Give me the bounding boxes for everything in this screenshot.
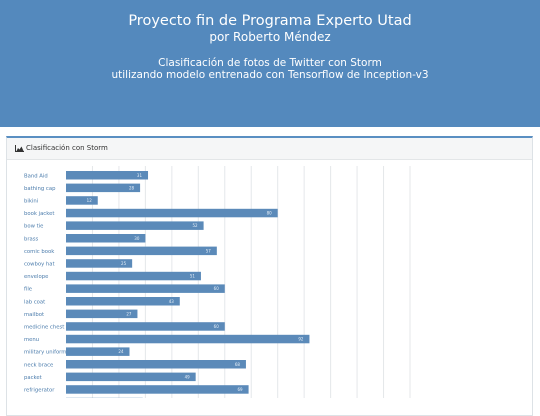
category-label: military uniform: [24, 350, 66, 356]
bar[interactable]: [66, 221, 204, 230]
page-description-line-2: utilizando modelo entrenado con Tensorfl…: [0, 69, 540, 82]
bar-value-label: 80: [267, 211, 273, 216]
category-label: envelope: [24, 274, 48, 280]
bar[interactable]: [66, 335, 309, 344]
bar-value-label: 24: [118, 349, 124, 354]
category-label: refrigerator: [24, 387, 55, 393]
bar-value-label: 60: [214, 286, 220, 291]
bar[interactable]: [66, 196, 98, 205]
bar-value-label: 69: [237, 387, 243, 392]
bar[interactable]: [66, 322, 225, 331]
bar[interactable]: [66, 360, 246, 369]
bar[interactable]: [66, 171, 148, 180]
category-label: menu: [24, 337, 39, 343]
bar-value-label: 28: [129, 185, 135, 190]
bar-value-label: 12: [87, 198, 93, 203]
category-label: lab coat: [24, 299, 45, 305]
page-title: Proyecto fin de Programa Experto Utad: [0, 12, 540, 30]
bar-value-label: 52: [193, 223, 199, 228]
category-label: medicine chest: [24, 324, 64, 330]
category-label: brass: [24, 236, 39, 242]
page-header: Proyecto fin de Programa Experto Utad po…: [0, 0, 540, 127]
bar[interactable]: [66, 385, 249, 394]
category-label: Band Aid: [24, 173, 48, 179]
category-label: book jacket: [24, 211, 54, 217]
bar[interactable]: [66, 272, 201, 281]
category-label: bathing cap: [24, 186, 56, 192]
page-author: por Roberto Méndez: [0, 30, 540, 45]
category-label: bikini: [24, 198, 38, 204]
bar-value-label: 31: [137, 173, 143, 178]
bar-value-label: 60: [214, 324, 220, 329]
bar-value-label: 49: [185, 374, 191, 379]
bar-value-label: 25: [121, 261, 127, 266]
category-label: bow tie: [24, 224, 43, 230]
bar-value-label: 27: [126, 311, 132, 316]
bar-value-label: 68: [235, 362, 241, 367]
category-label: cowboy hat: [24, 261, 55, 267]
bar[interactable]: [66, 209, 278, 218]
bar-value-label: 43: [169, 299, 175, 304]
category-label: neck brace: [24, 362, 53, 368]
category-label: file: [24, 287, 32, 293]
category-label: packet: [24, 375, 42, 381]
bar[interactable]: [66, 247, 217, 256]
bar[interactable]: [66, 284, 225, 293]
bar-value-label: 51: [190, 274, 196, 279]
category-label: comic book: [24, 249, 55, 255]
bar-chart: Band Aid 31 bathing cap 28 bikini 12 book jack…: [7, 138, 532, 398]
bar-value-label: 30: [134, 236, 140, 241]
bar[interactable]: [66, 373, 196, 382]
category-label: mailbot: [24, 312, 44, 318]
bar-value-label: 57: [206, 248, 212, 253]
bar[interactable]: [66, 297, 180, 306]
bar-value-label: 92: [298, 337, 304, 342]
